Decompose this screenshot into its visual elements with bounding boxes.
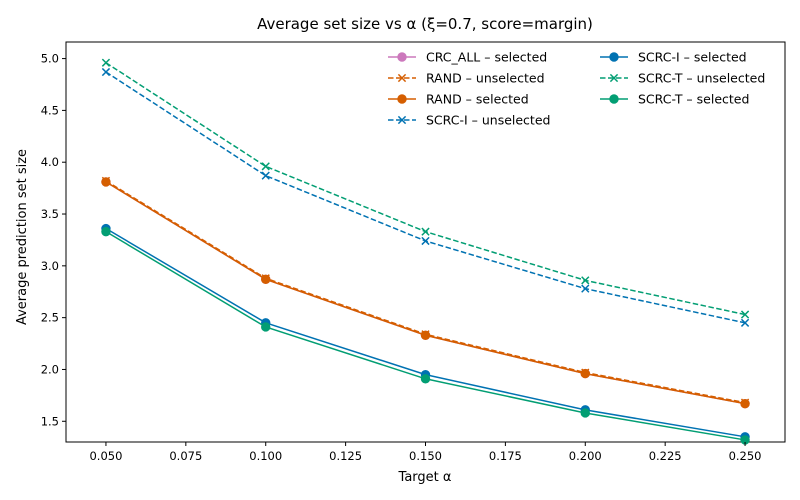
data-point xyxy=(581,284,590,293)
legend-marker xyxy=(397,73,407,83)
legend-label: RAND – selected xyxy=(426,92,529,107)
legend-label: CRC_ALL – selected xyxy=(426,50,547,65)
data-point xyxy=(740,310,750,319)
data-point xyxy=(421,236,430,246)
y-axis-label: Average prediction set size xyxy=(15,149,30,325)
data-point xyxy=(421,227,430,236)
legend-item: RAND – selected xyxy=(388,92,529,107)
x-tick-label: 0.125 xyxy=(329,449,362,463)
y-tick-label: 1.5 xyxy=(41,414,59,428)
data-point xyxy=(101,226,111,237)
x-tick-label: 0.050 xyxy=(89,449,122,463)
series-2 xyxy=(101,177,750,409)
data-point xyxy=(101,67,111,77)
y-tick-label: 3.5 xyxy=(41,207,59,221)
legend-label: SCRC-I – unselected xyxy=(426,113,550,128)
series-6 xyxy=(101,226,750,445)
x-tick-label: 0.200 xyxy=(569,449,602,463)
x-tick-label: 0.175 xyxy=(489,449,522,463)
legend-item: SCRC-T – unselected xyxy=(600,71,765,86)
series-3 xyxy=(101,67,750,327)
x-tick-label: 0.250 xyxy=(729,449,762,463)
y-tick-label: 4.5 xyxy=(41,103,59,117)
legend-label: SCRC-I – selected xyxy=(638,50,747,65)
legend: CRC_ALL – selected RAND – unselected RAND … xyxy=(388,50,765,128)
legend-label: SCRC-T – selected xyxy=(638,92,749,107)
data-point xyxy=(740,318,750,327)
legend-label: RAND – unselected xyxy=(426,71,545,86)
data-point xyxy=(580,368,590,379)
x-tick-label: 0.100 xyxy=(249,449,282,463)
y-axis: 1.5 2.0 2.5 3.0 3.5 4.0 4.5 5.0 xyxy=(41,52,66,428)
series-5 xyxy=(101,58,750,319)
legend-marker xyxy=(609,94,619,104)
y-tick-label: 5.0 xyxy=(41,52,59,66)
plot-area xyxy=(65,41,786,445)
x-tick-label: 0.075 xyxy=(169,449,202,463)
legend-item: SCRC-I – selected xyxy=(600,50,747,65)
legend-label: SCRC-T – unselected xyxy=(638,71,765,86)
x-axis-label: Target α xyxy=(398,470,452,485)
y-tick-label: 2.0 xyxy=(41,362,59,376)
legend-item: SCRC-T – selected xyxy=(600,92,749,107)
data-point xyxy=(101,177,111,187)
data-point xyxy=(101,58,111,67)
x-tick-label: 0.150 xyxy=(409,449,442,463)
y-tick-label: 2.5 xyxy=(41,311,59,325)
y-tick-label: 3.0 xyxy=(41,259,59,273)
legend-item: RAND – unselected xyxy=(388,71,545,86)
data-point xyxy=(261,274,271,285)
legend-marker xyxy=(397,52,407,62)
data-point xyxy=(420,374,431,384)
legend-item: CRC_ALL – selected xyxy=(388,50,547,65)
data-point xyxy=(261,171,270,180)
data-point xyxy=(261,162,270,171)
x-axis: 0.050 0.075 0.100 0.125 0.150 0.175 0.200 0.225… xyxy=(89,442,762,463)
legend-marker xyxy=(397,115,407,125)
legend-marker xyxy=(609,73,619,83)
data-point xyxy=(580,408,590,418)
data-point xyxy=(261,322,271,332)
data-point xyxy=(581,276,590,285)
y-tick-label: 4.0 xyxy=(41,155,59,169)
x-tick-label: 0.225 xyxy=(649,449,682,463)
data-point xyxy=(420,330,431,340)
legend-marker xyxy=(609,52,619,62)
legend-marker xyxy=(397,94,407,104)
legend-item: SCRC-I – unselected xyxy=(388,113,550,128)
data-point xyxy=(740,398,750,409)
chart-title: Average set size vs α (ξ=0.7, score=marg… xyxy=(257,15,593,33)
